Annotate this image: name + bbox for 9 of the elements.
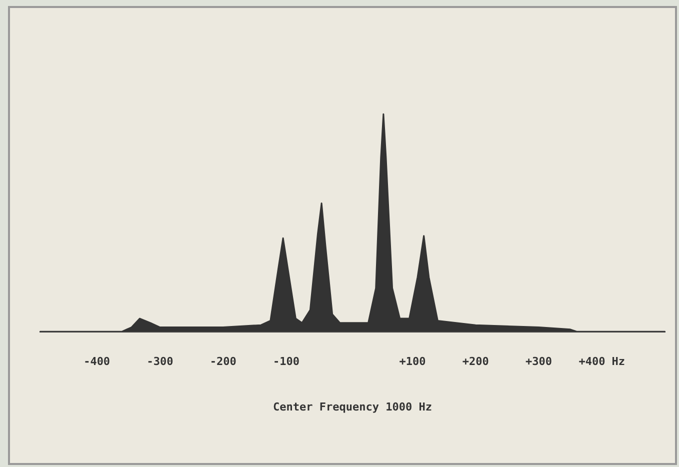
- x-tick-label: -300: [146, 355, 174, 368]
- x-axis-title: Center Frequency 1000 Hz: [273, 400, 432, 414]
- x-tick-label: -200: [210, 355, 236, 368]
- x-tick-label: -400: [84, 355, 110, 368]
- x-tick-label: +400 Hz: [578, 355, 626, 368]
- x-tick-label: -100: [272, 355, 300, 368]
- x-tick-label: +100: [399, 355, 426, 368]
- x-tick-label: +300: [525, 355, 552, 368]
- x-tick-label: +200: [462, 355, 489, 368]
